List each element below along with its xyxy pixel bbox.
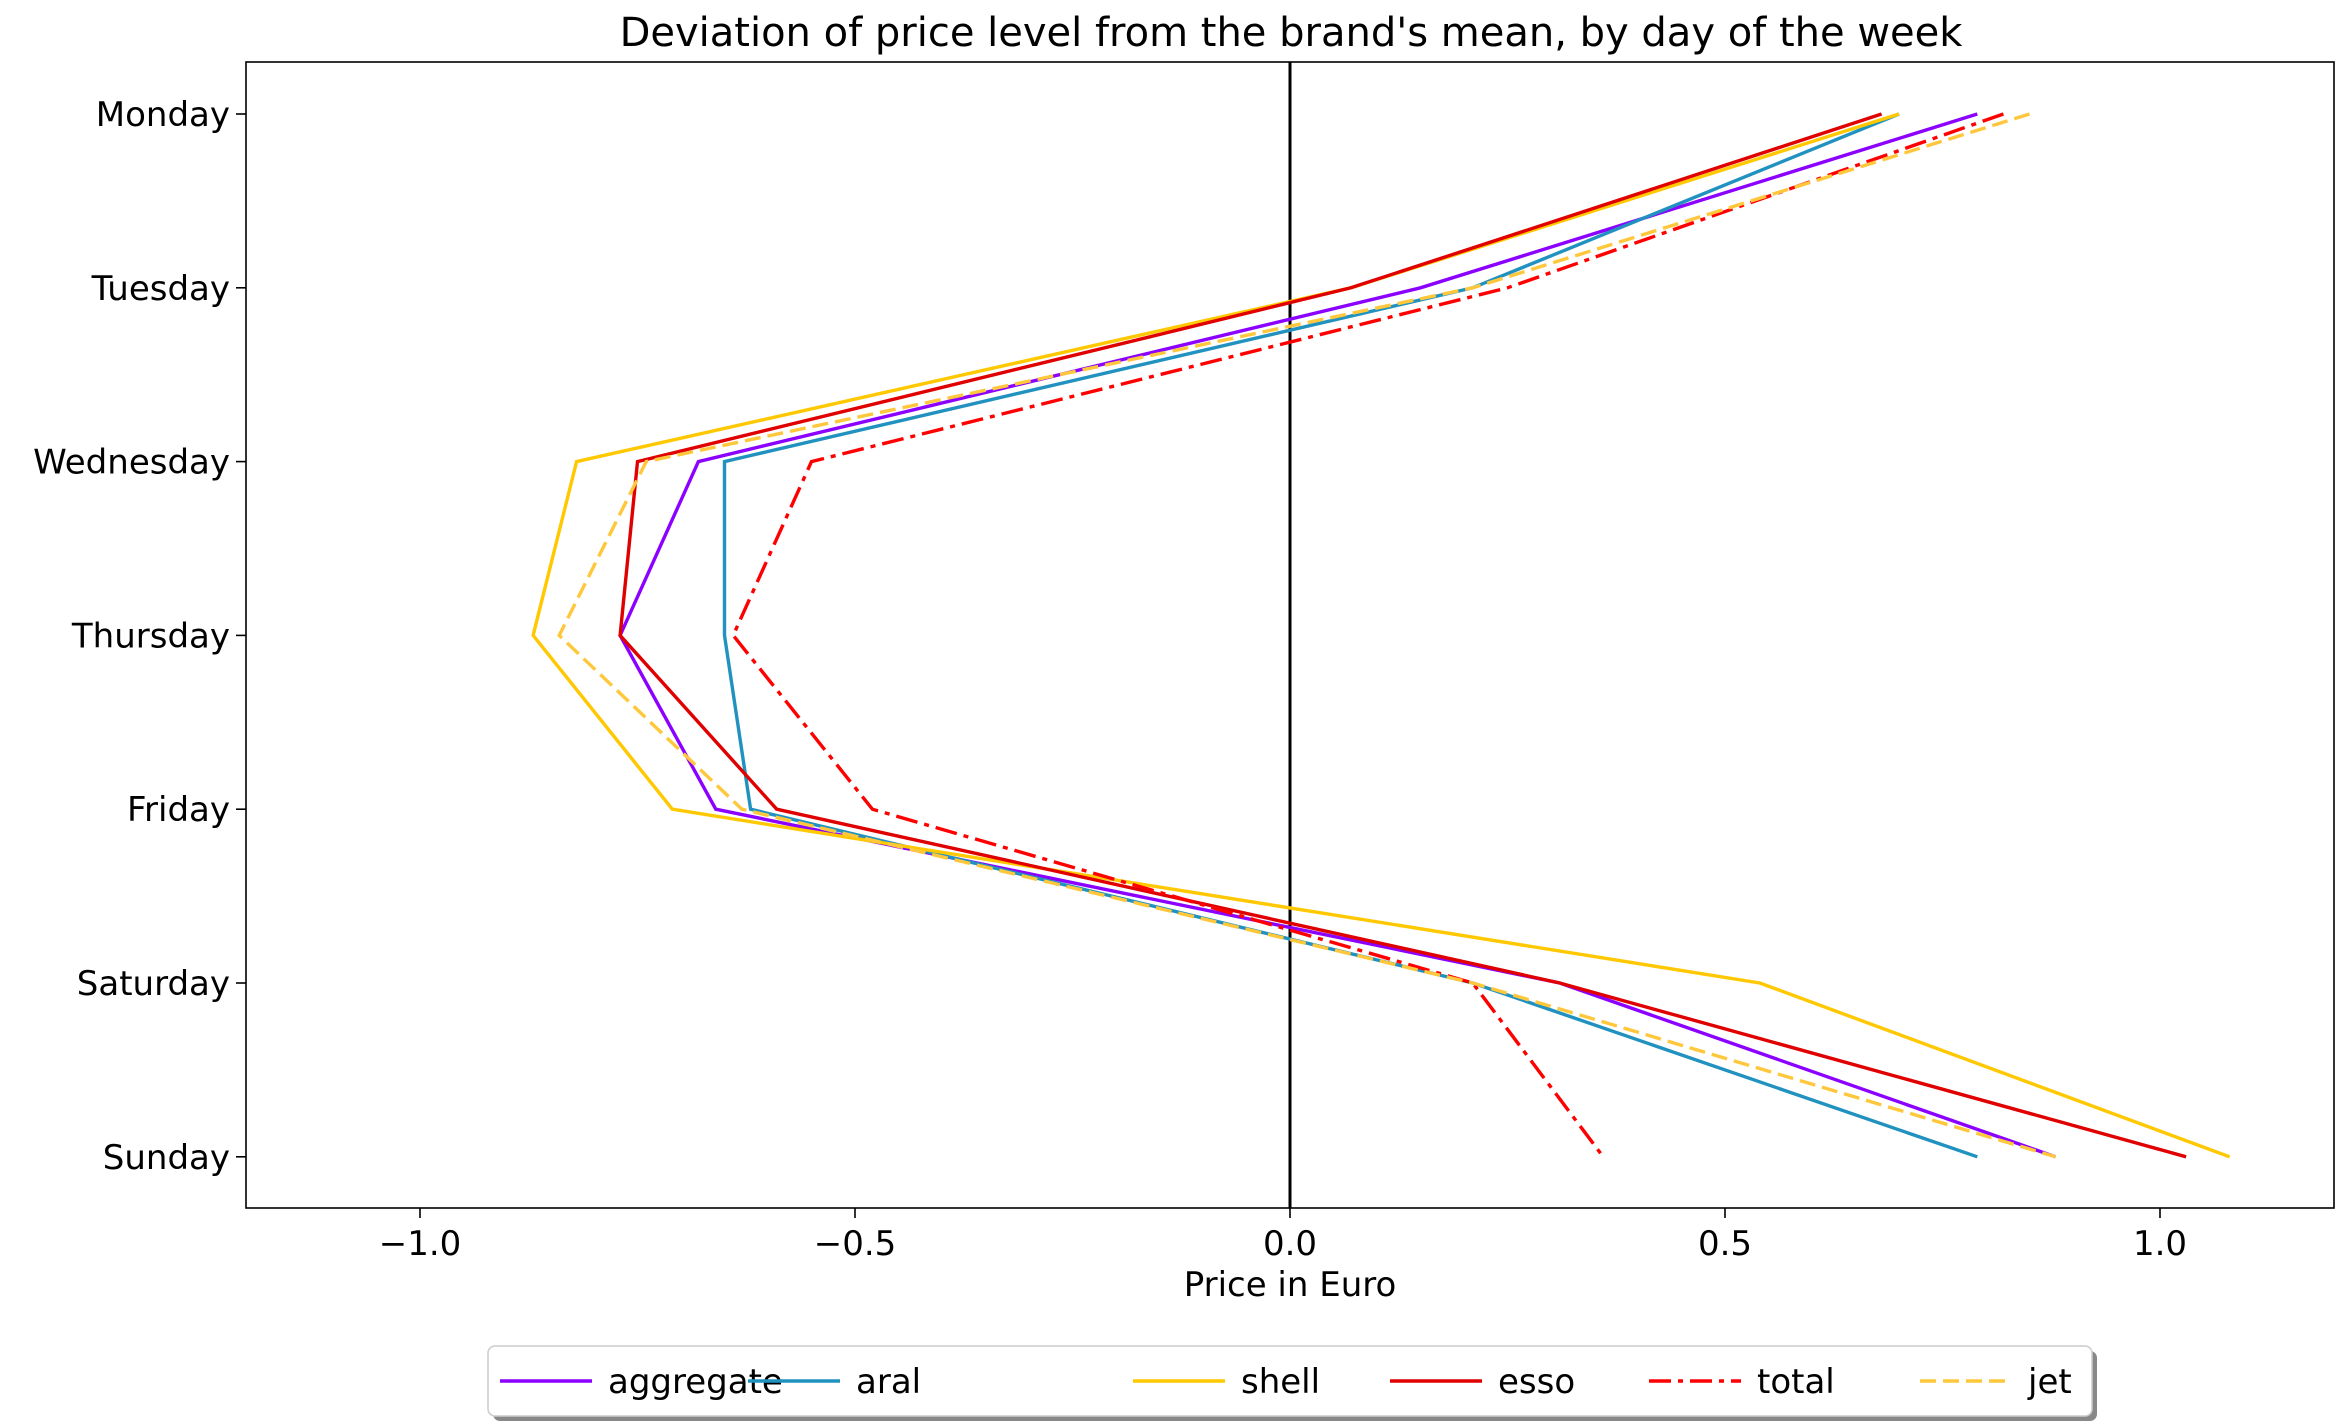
legend-label-total: total (1757, 1362, 1835, 1402)
legend-label-jet: jet (2027, 1362, 2072, 1402)
chart-title: Deviation of price level from the brand'… (620, 10, 1964, 56)
x-axis-label: Price in Euro (1184, 1265, 1397, 1305)
x-tick-label: −1.0 (379, 1224, 462, 1264)
legend-label-aral: aral (856, 1362, 921, 1402)
y-tick-label: Sunday (103, 1138, 230, 1178)
series-line-esso (618, 112, 2187, 1159)
y-tick-label: Saturday (77, 964, 230, 1004)
x-tick-label: 0.0 (1263, 1224, 1317, 1264)
legend-label-shell: shell (1241, 1362, 1320, 1402)
y-tick-label: Wednesday (33, 443, 230, 483)
series-line-jet (557, 112, 2057, 1159)
series-line-total (731, 112, 2004, 1158)
legend-box (487, 1345, 2093, 1417)
x-tick-label: 0.5 (1698, 1224, 1752, 1264)
y-tick-label: Monday (96, 95, 230, 135)
y-tick-label: Tuesday (91, 269, 230, 309)
x-tick-label: 1.0 (2133, 1224, 2187, 1264)
legend-label-esso: esso (1498, 1362, 1575, 1402)
x-tick-label: −0.5 (814, 1224, 897, 1264)
plot-area: −1.0 −0.5 0.0 0.5 1.0 Monday Tuesday Wednesday T… (33, 62, 2231, 1264)
axes-frame (245, 61, 2335, 1209)
y-tick-label: Thursday (71, 616, 230, 656)
y-tick-label: Friday (127, 790, 230, 830)
legend: aggregate aral shell esso total jet (487, 1345, 2097, 1421)
